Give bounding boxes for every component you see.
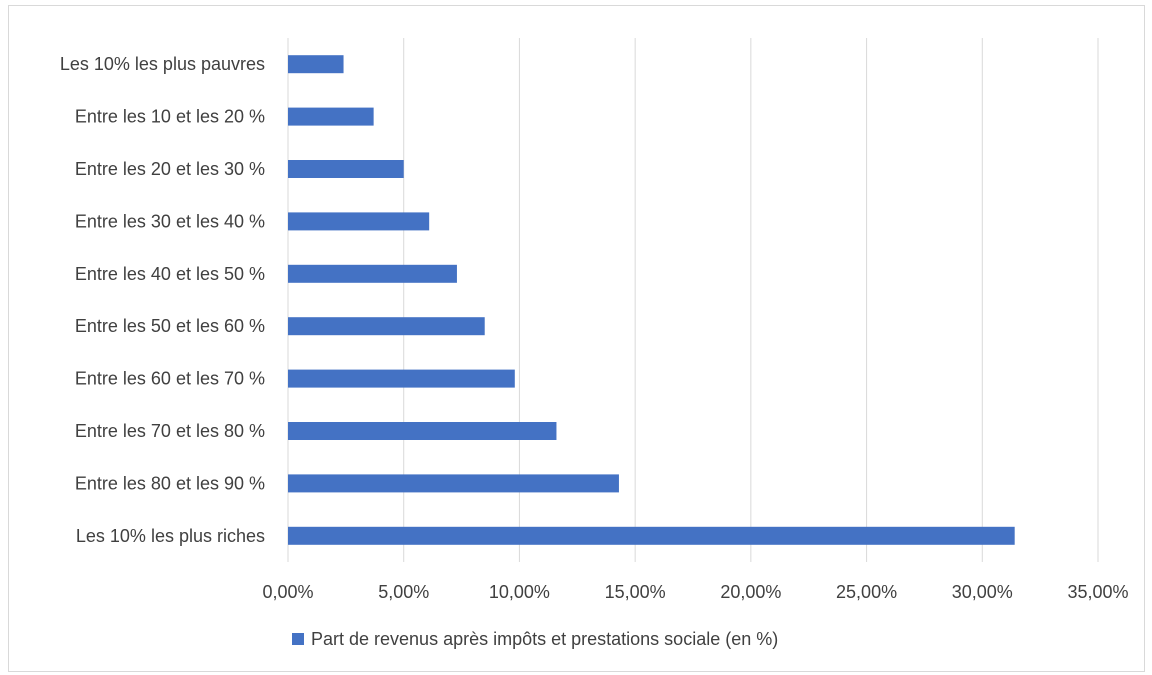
x-tick-labels: 0,00% 5,00% 10,00% 15,00% 20,00% 25,00% 30,00%… [262, 582, 1128, 602]
legend-label: Part de revenus après impôts et prestati… [311, 629, 778, 649]
x-tick-label: 0,00% [262, 582, 313, 602]
bar [288, 526, 1015, 545]
category-labels: Les 10% les plus pauvres Entre les 10 et … [60, 54, 265, 546]
category-label: Entre les 80 et les 90 % [75, 473, 265, 493]
x-tick-label: 15,00% [605, 582, 666, 602]
bar [288, 160, 404, 178]
chart-frame: Les 10% les plus pauvres Entre les 10 et … [8, 5, 1145, 672]
category-label: Entre les 10 et les 20 % [75, 107, 265, 127]
category-label: Les 10% les plus riches [76, 526, 265, 546]
x-tick-label: 10,00% [489, 582, 550, 602]
category-label: Les 10% les plus pauvres [60, 54, 265, 74]
bars [288, 55, 1015, 545]
bar [288, 212, 430, 231]
bar [288, 107, 374, 126]
x-tick-label: 20,00% [720, 582, 781, 602]
category-label: Entre les 40 et les 50 % [75, 264, 265, 284]
x-tick-label: 35,00% [1067, 582, 1128, 602]
bar [288, 264, 457, 283]
bar [288, 317, 485, 336]
x-tick-label: 25,00% [836, 582, 897, 602]
category-label: Entre les 30 et les 40 % [75, 211, 265, 231]
legend-swatch [292, 633, 304, 645]
bar [288, 369, 515, 388]
category-label: Entre les 20 et les 30 % [75, 159, 265, 179]
legend: Part de revenus après impôts et prestati… [292, 629, 778, 649]
bar [288, 55, 344, 74]
bar [288, 422, 557, 440]
bar-chart: Les 10% les plus pauvres Entre les 10 et … [60, 38, 1129, 649]
bar [288, 474, 619, 493]
gridlines [287, 38, 1099, 562]
x-tick-label: 30,00% [952, 582, 1013, 602]
category-label: Entre les 70 et les 80 % [75, 421, 265, 441]
category-label: Entre les 60 et les 70 % [75, 369, 265, 389]
x-tick-label: 5,00% [378, 582, 429, 602]
category-label: Entre les 50 et les 60 % [75, 316, 265, 336]
